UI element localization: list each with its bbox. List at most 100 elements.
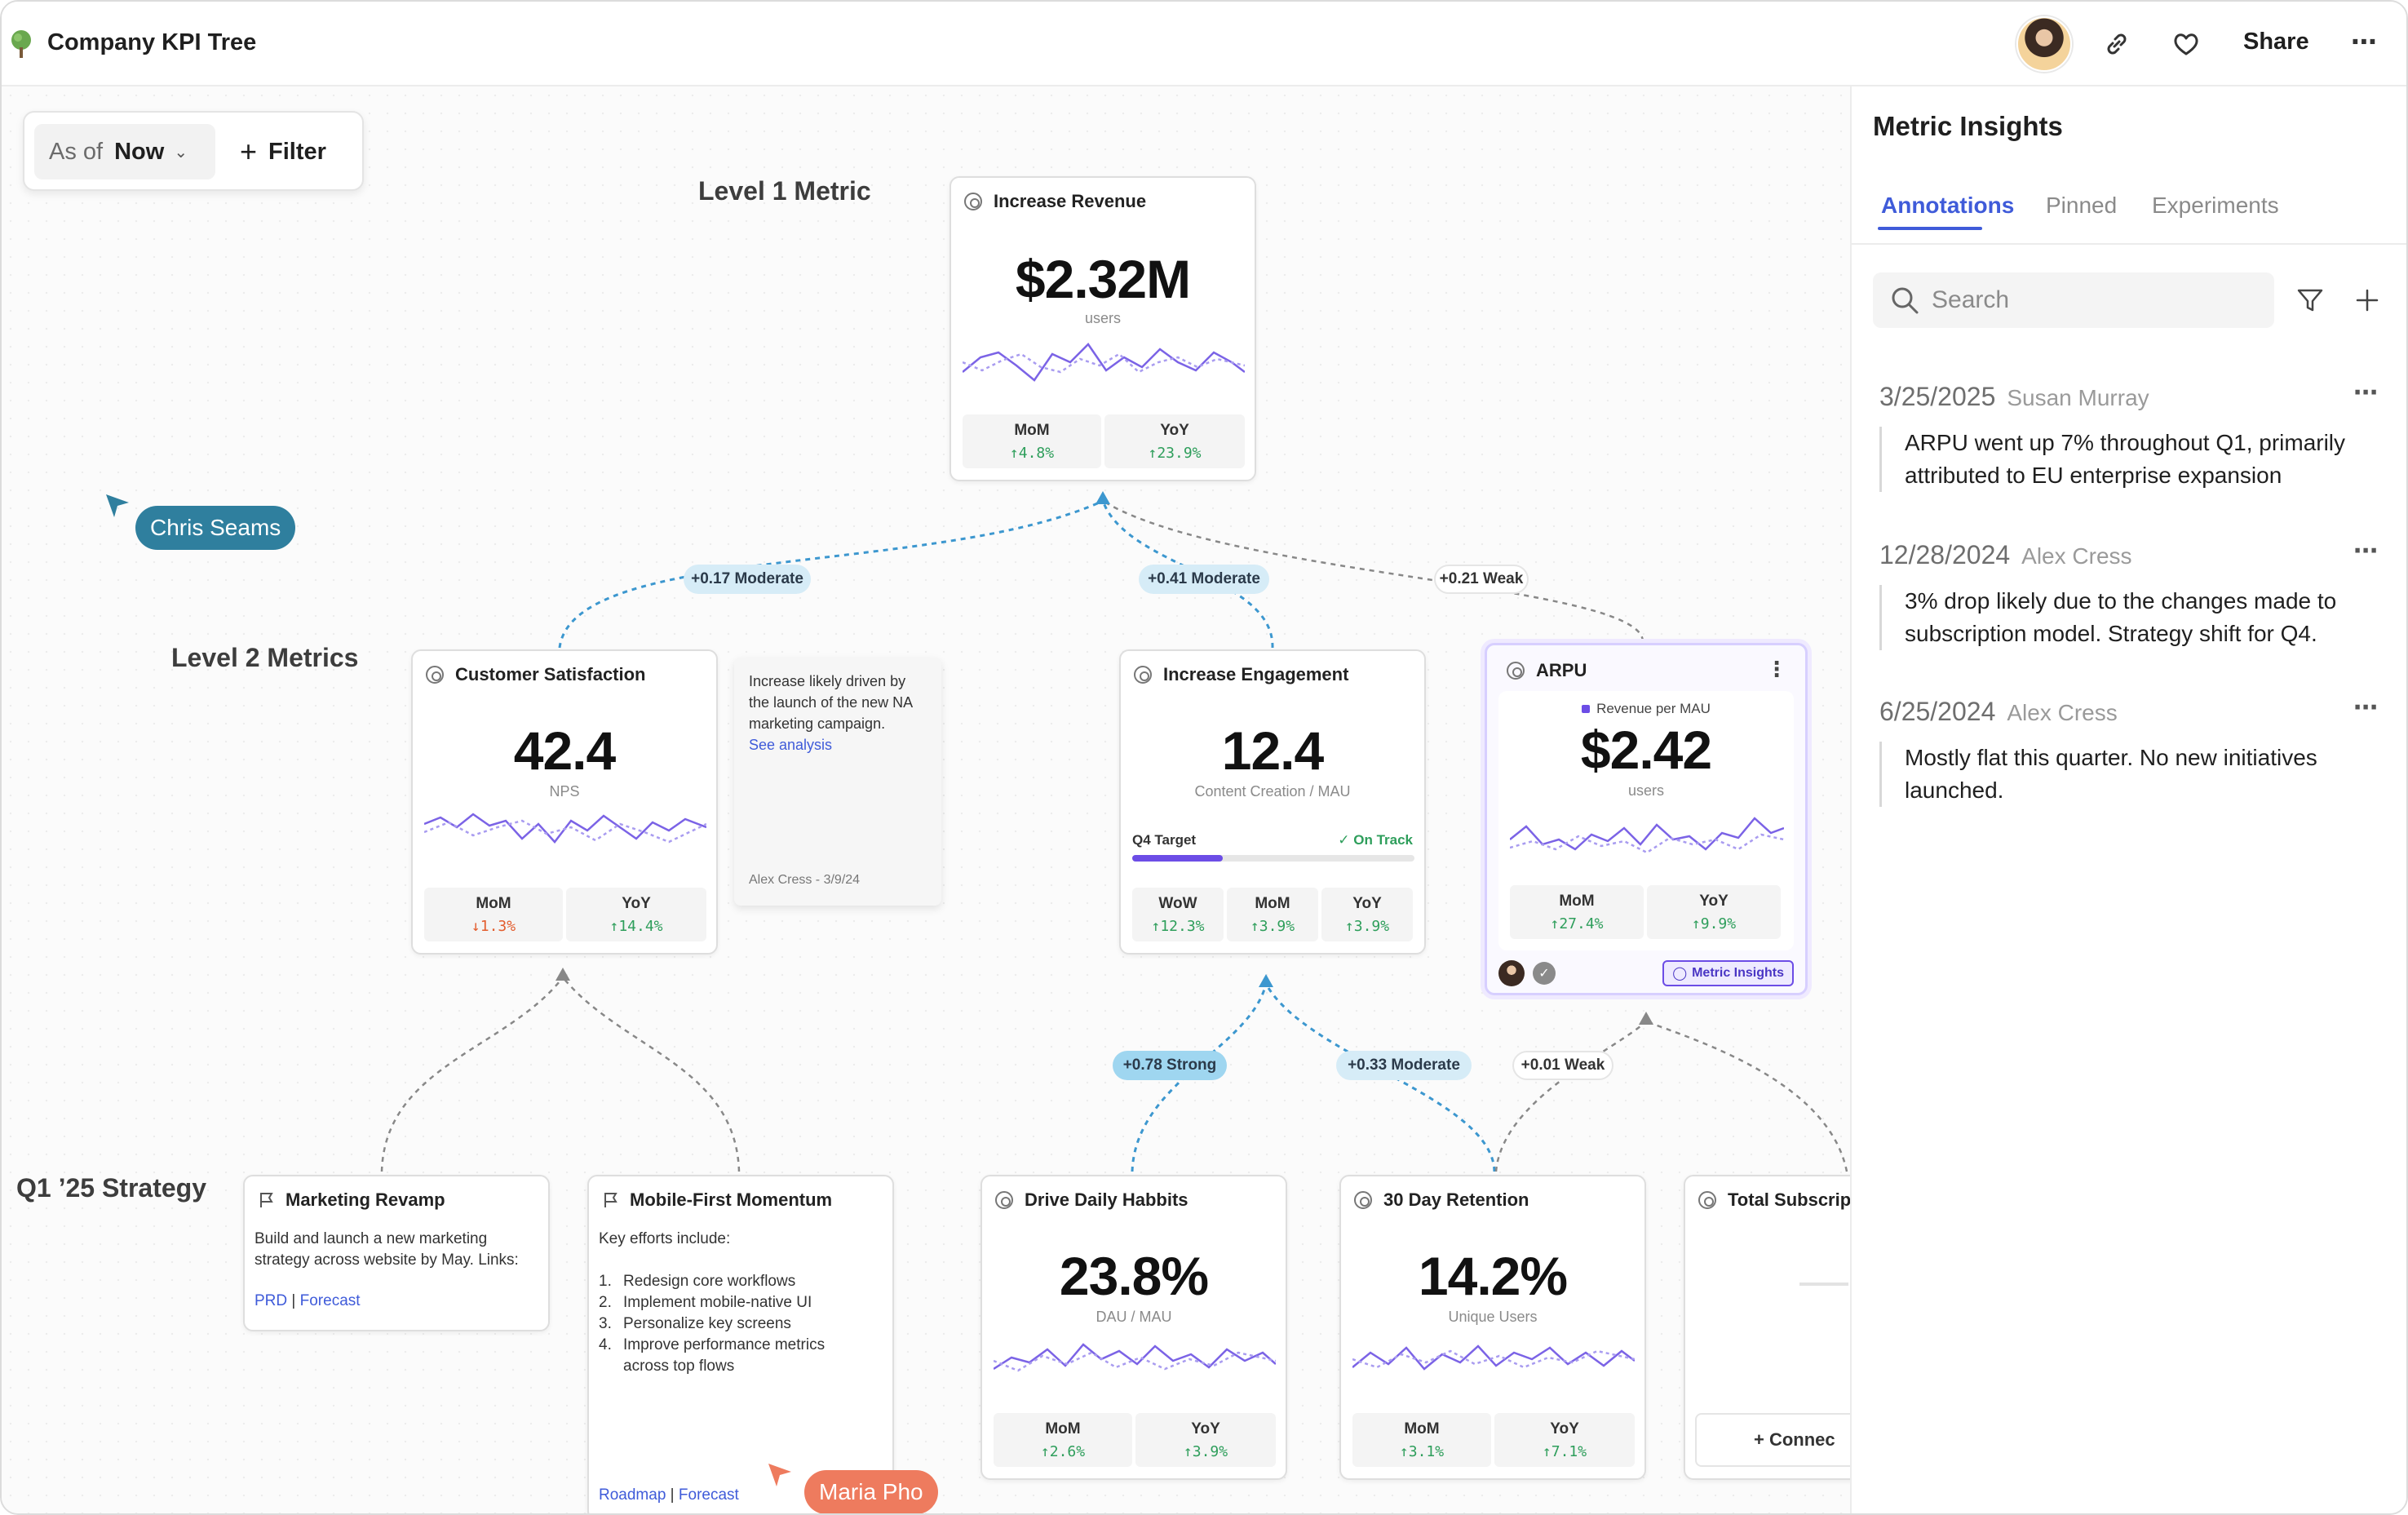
user-avatar[interactable] — [2016, 16, 2072, 72]
more-icon[interactable]: ⋯ — [2353, 379, 2379, 406]
roadmap-link[interactable]: Roadmap — [599, 1486, 666, 1504]
annotation-item[interactable]: 12/28/2024 Alex Cress ⋯ 3% drop likely d… — [1879, 538, 2393, 650]
stat-mom: MoM ↑27.4% — [1510, 885, 1644, 939]
card-title-row: 30 Day Retention — [1354, 1189, 1529, 1211]
see-analysis-link[interactable]: See analysis — [749, 737, 833, 753]
list-text: across top flows — [623, 1358, 735, 1375]
strategy-card-marketing[interactable]: Marketing Revamp Build and launch a new … — [243, 1175, 550, 1331]
metric-unit: users — [1627, 782, 1664, 799]
connect-metric-button[interactable]: + Connec — [1695, 1413, 1850, 1467]
strategy-card-mobile[interactable]: Mobile-First Momentum Key efforts includ… — [587, 1175, 894, 1513]
metric-card-customer-satisfaction[interactable]: Customer Satisfaction 42.4 NPS MoM ↓1.3%… — [411, 649, 718, 955]
more-icon[interactable]: ⋯ — [2353, 538, 2379, 565]
stat-mom: MoM ↑3.9% — [1227, 888, 1318, 941]
annotation-author: Susan Murray — [2007, 385, 2149, 410]
panel-tabs: Annotations Pinned Experiments — [1852, 184, 2406, 245]
list-text: Implement mobile-native UI — [623, 1294, 812, 1311]
annotation-date: 12/28/2024 — [1879, 540, 2011, 569]
stat-name: YoY — [622, 894, 651, 912]
edge-label-retention[interactable]: +0.33 Moderate — [1336, 1051, 1472, 1080]
edge-label-cs[interactable]: +0.17 Moderate — [684, 565, 811, 594]
sparkline — [1510, 817, 1784, 854]
metric-insights-button[interactable]: ◯ Metric Insights — [1662, 960, 1794, 986]
edge-label-arpu-retention[interactable]: +0.01 Weak — [1512, 1051, 1613, 1080]
edge-label-engagement[interactable]: +0.41 Moderate — [1139, 565, 1269, 594]
stat-value: ↑3.9% — [1344, 917, 1390, 935]
link-icon[interactable] — [2100, 28, 2133, 60]
as-of-value: Now — [114, 138, 165, 165]
card-title: Total Subscript — [1728, 1189, 1850, 1210]
stat-mom: MoM ↑3.1% — [1352, 1413, 1491, 1467]
note-text: Increase likely driven by the launch of … — [749, 673, 913, 732]
search-icon — [1892, 287, 1919, 314]
annotation-note[interactable]: Increase likely driven by the launch of … — [734, 658, 941, 906]
list-text: Redesign core workflows — [623, 1273, 796, 1290]
search-box[interactable] — [1873, 272, 2274, 328]
metric-card-arpu[interactable]: ARPU ⋮ Revenue per MAU $2.42 users MoM ↑… — [1485, 643, 1808, 995]
metric-card-drive-daily-habits[interactable]: Drive Daily Habbits 23.8% DAU / MAU MoM … — [980, 1175, 1287, 1480]
metric-card-revenue[interactable]: Increase Revenue $2.32M users MoM ↑4.8% … — [949, 176, 1256, 481]
lightbulb-icon: ◯ — [1672, 967, 1688, 981]
more-icon[interactable]: ⋯ — [2351, 27, 2378, 56]
plus-icon[interactable] — [2353, 286, 2382, 315]
card-menu-icon[interactable]: ⋮ — [1766, 657, 1787, 681]
flag-icon — [260, 1193, 273, 1207]
forecast-link[interactable]: Forecast — [299, 1292, 361, 1309]
edge-label-drive[interactable]: +0.78 Strong — [1113, 1051, 1227, 1080]
more-icon[interactable]: ⋯ — [2353, 694, 2379, 721]
card-title: Mobile-First Momentum — [630, 1189, 833, 1210]
card-title-row: Marketing Revamp — [258, 1189, 445, 1211]
prd-link[interactable]: PRD — [255, 1292, 288, 1309]
list-item: across top flows — [599, 1356, 825, 1377]
kpi-tree-canvas[interactable]: As of Now ⌄ + Filter Level 1 Metric Leve… — [2, 86, 1850, 1513]
stat-value: ↑3.1% — [1399, 1442, 1445, 1460]
stat-yoy: YoY ↑9.9% — [1647, 885, 1781, 939]
sparkline — [1352, 1344, 1635, 1371]
metric-value: 42.4 — [513, 720, 616, 781]
stat-mom: MoM ↓1.3% — [424, 888, 563, 941]
tree-icon — [11, 30, 31, 58]
annotation-item[interactable]: 6/25/2024 Alex Cress ⋯ Mostly flat this … — [1879, 694, 2393, 807]
metric-unit: Unique Users — [1448, 1309, 1538, 1325]
collaborator-cursor-maria: Maria Pho — [804, 1470, 938, 1513]
list-item: 3. Personalize key screens — [599, 1313, 825, 1335]
tab-experiments[interactable]: Experiments — [2152, 193, 2279, 218]
annotation-date: 6/25/2024 — [1879, 697, 1996, 726]
metric-unit: Content Creation / MAU — [1194, 783, 1351, 800]
metric-card-engagement[interactable]: Increase Engagement 12.4 Content Creatio… — [1119, 649, 1426, 955]
stat-wow: WoW ↑12.3% — [1132, 888, 1224, 941]
card-title: ARPU — [1536, 660, 1587, 680]
metric-unit: DAU / MAU — [1096, 1309, 1172, 1325]
filter-button[interactable]: + Filter — [240, 124, 326, 179]
card-title: Marketing Revamp — [286, 1189, 445, 1210]
tab-annotations[interactable]: Annotations — [1881, 193, 2015, 218]
forecast-link[interactable]: Forecast — [678, 1486, 739, 1504]
edge-label-arpu[interactable]: +0.21 Weak — [1434, 565, 1529, 594]
verified-check-icon: ✓ — [1533, 962, 1556, 985]
as-of-dropdown[interactable]: As of Now ⌄ — [34, 124, 215, 179]
list-item: 2. Implement mobile-native UI — [599, 1292, 825, 1313]
cursor-arrow-icon — [768, 1464, 791, 1486]
metric-unit: NPS — [549, 783, 580, 800]
list-item: 4. Improve performance metrics — [599, 1335, 825, 1356]
metric-card-30-day-retention[interactable]: 30 Day Retention 14.2% Unique Users MoM … — [1339, 1175, 1646, 1480]
card-title-row: Customer Satisfaction — [426, 664, 646, 685]
metric-card-total-subscriptions[interactable]: Total Subscript + Connec — [1684, 1175, 1850, 1480]
heart-icon[interactable] — [2170, 28, 2202, 60]
tab-pinned[interactable]: Pinned — [2046, 193, 2118, 218]
stat-name: MoM — [1045, 1420, 1081, 1437]
filter-icon[interactable] — [2295, 286, 2325, 315]
stat-name: MoM — [476, 894, 511, 912]
collaborator-avatar[interactable] — [1498, 960, 1525, 986]
canvas-toolbar: As of Now ⌄ + Filter — [23, 111, 364, 191]
share-button[interactable]: Share — [2243, 29, 2309, 55]
metric-unit: users — [1084, 310, 1121, 326]
stat-name: YoY — [1550, 1420, 1579, 1437]
list-text: Personalize key screens — [623, 1315, 791, 1332]
metric-icon — [1698, 1191, 1716, 1209]
search-input[interactable] — [1932, 286, 2242, 314]
on-track-status: ✓ On Track — [1338, 832, 1413, 848]
list-item: 1. Redesign core workflows — [599, 1271, 825, 1292]
annotation-item[interactable]: 3/25/2025 Susan Murray ⋯ ARPU went up 7%… — [1879, 379, 2393, 492]
